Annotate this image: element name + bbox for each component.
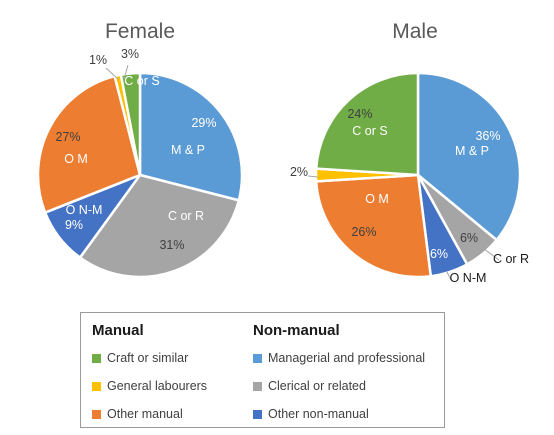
female-value-label-general-labourers: 1%: [89, 53, 107, 67]
legend-swatch: [253, 381, 262, 391]
male-leader-line-general-labourers: [307, 175, 319, 178]
legend-swatch: [253, 409, 262, 419]
legend-label: General labourers: [107, 379, 208, 393]
female-value-label-other-non-manual: 9%: [65, 218, 83, 232]
pie-female: Female 29% M & P 31% C or R 9%O N-M 27% O M 1% 3%…: [36, 20, 244, 279]
female-value-label-craft-or-similar: 3%: [121, 47, 139, 61]
male-category-label-clerical-or-related: C or R: [493, 252, 529, 266]
female-slice-other-manual: [36, 74, 142, 214]
female-leader-line-craft-or-similar: [123, 64, 129, 80]
male-value-label-general-labourers: 2%: [290, 165, 308, 179]
legend-item-clerical-or-related: Clerical or related: [253, 379, 366, 393]
legend-label: Other manual: [107, 407, 183, 421]
female-value-label-clerical-or-related: 31%: [159, 238, 184, 252]
legend-heading-manual: Manual: [92, 322, 144, 339]
female-value-label-other-manual: 27%: [55, 130, 80, 144]
male-slice-other-manual: [314, 173, 433, 279]
legend: Manual Non-manual Craft or similar Gener…: [80, 312, 445, 428]
legend-item-craft-or-similar: Craft or similar: [92, 351, 188, 365]
female-slice-craft-or-similar: [119, 71, 142, 177]
legend-item-other-non-manual: Other non-manual: [253, 407, 369, 421]
male-value-label-clerical-or-related: 6%: [460, 231, 478, 245]
legend-swatch: [92, 409, 101, 419]
male-value-label-managerial-and-professional: 36%: [475, 129, 500, 143]
legend-item-general-labourers: General labourers: [92, 379, 207, 393]
female-leader-line-general-labourers: [105, 67, 119, 80]
male-category-label-other-non-manual: O N-M: [450, 271, 487, 285]
legend-heading-non-manual: Non-manual: [253, 322, 340, 339]
female-value-label-managerial-and-professional: 29%: [191, 116, 216, 130]
legend-item-other-manual: Other manual: [92, 407, 183, 421]
female-category-label-managerial-and-professional: M & P: [171, 143, 205, 157]
male-value-label-craft-or-similar: 24%: [347, 107, 372, 121]
legend-item-managerial-and-professional: Managerial and professional: [253, 351, 425, 365]
male-category-label-craft-or-similar: C or S: [352, 124, 387, 138]
chart-title-male: Male: [392, 20, 438, 43]
male-value-label-other-manual: 26%: [351, 225, 376, 239]
legend-label: Managerial and professional: [268, 351, 426, 365]
male-leader-line-clerical-or-related: [475, 242, 500, 261]
female-category-label-clerical-or-related: C or R: [168, 209, 204, 223]
legend-label: Clerical or related: [268, 379, 366, 393]
male-category-label-managerial-and-professional: M & P: [455, 144, 489, 158]
male-slice-craft-or-similar: [314, 71, 420, 177]
male-slice-managerial-and-professional: [416, 71, 522, 242]
male-leader-line-other-non-manual: [446, 271, 452, 281]
legend-label: Other non-manual: [268, 407, 369, 421]
chart-title-female: Female: [105, 20, 175, 43]
male-category-label-other-manual: O M: [365, 192, 389, 206]
legend-swatch: [92, 353, 101, 363]
male-value-label-other-non-manual: 6%: [430, 247, 448, 261]
legend-swatch: [92, 381, 101, 391]
female-category-label-other-non-manual: O N-M: [66, 203, 103, 217]
female-category-label-craft-or-similar: C or S: [124, 74, 159, 88]
female-slice-managerial-and-professional: [138, 71, 244, 202]
female-slice-clerical-or-related: [78, 173, 241, 279]
legend-swatch: [253, 353, 262, 363]
female-category-label-other-manual: O M: [64, 152, 88, 166]
legend-label: Craft or similar: [107, 351, 189, 365]
